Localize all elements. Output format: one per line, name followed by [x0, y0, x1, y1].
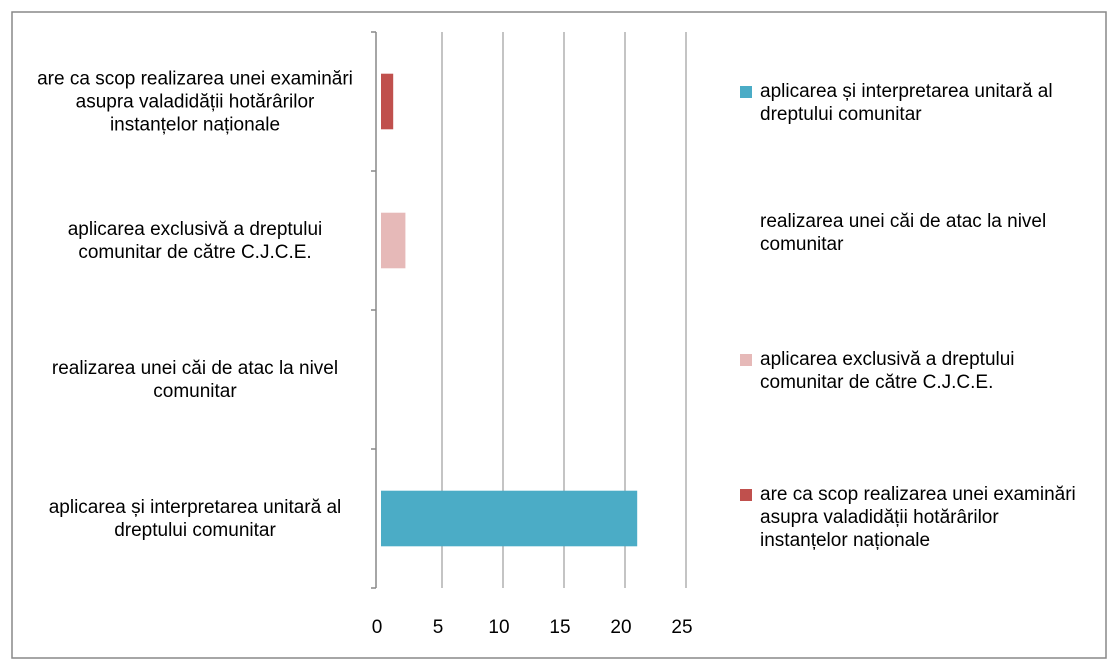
y-tick-label: are ca scop realizarea unei examinări as… [37, 68, 353, 135]
bar [381, 73, 394, 130]
frame [11, 11, 1107, 659]
legend-label: realizarea unei căi de atac la nivel com… [760, 211, 1047, 255]
x-tick-label: 5 [433, 617, 444, 638]
y-tick-label: aplicarea exclusivă a dreptului comunita… [67, 218, 323, 263]
x-tick-label: 15 [549, 617, 570, 638]
x-tick-label: 20 [610, 617, 631, 638]
legend-label: are ca scop realizarea unei examinări as… [760, 484, 1076, 551]
x-tick-label: 0 [372, 617, 383, 638]
legend-swatch [740, 86, 752, 98]
legend-swatch [740, 354, 752, 366]
y-tick-label: realizarea unei căi de atac la nivel com… [51, 357, 339, 402]
bar [381, 490, 638, 547]
legend-swatch [740, 489, 752, 501]
x-tick-label: 10 [488, 617, 509, 638]
x-tick-label: 25 [671, 617, 692, 638]
legend-label: aplicarea și interpretarea unitară al dr… [760, 81, 1053, 125]
y-tick-label: aplicarea și interpretarea unitară al dr… [48, 496, 342, 541]
legend-label: aplicarea exclusivă a dreptului comunita… [760, 349, 1015, 393]
legend-swatch [740, 216, 752, 228]
bar [381, 212, 406, 269]
